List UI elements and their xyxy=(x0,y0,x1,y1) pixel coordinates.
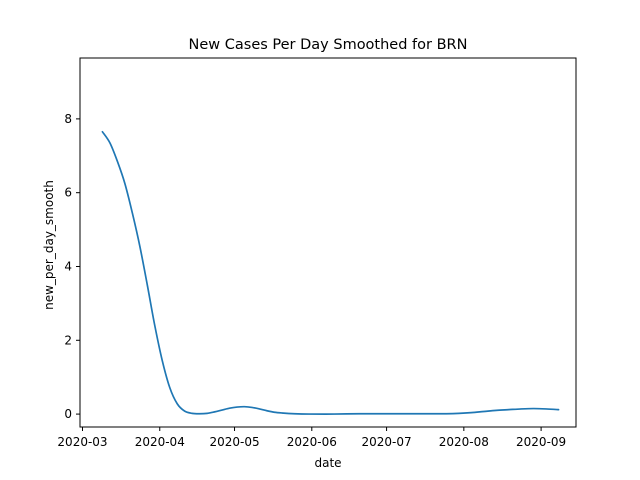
x-tick-label: 2020-04 xyxy=(135,435,185,449)
x-tick-label: 2020-03 xyxy=(57,435,107,449)
y-tick-label: 2 xyxy=(64,333,72,347)
y-tick-label: 8 xyxy=(64,112,72,126)
x-tick-label: 2020-07 xyxy=(362,435,412,449)
y-tick-label: 4 xyxy=(64,259,72,273)
x-axis-label: date xyxy=(314,456,341,470)
x-tick-label: 2020-08 xyxy=(439,435,489,449)
y-tick-label: 0 xyxy=(64,407,72,421)
y-tick-label: 6 xyxy=(64,186,72,200)
y-axis-label: new_per_day_smooth xyxy=(42,180,56,310)
x-tick-label: 2020-05 xyxy=(209,435,259,449)
x-axis: 2020-03 2020-04 2020-05 2020-06 2020-07 2020-… xyxy=(57,427,566,449)
plot-frame xyxy=(79,57,577,428)
x-tick-label: 2020-09 xyxy=(516,435,566,449)
x-tick-label: 2020-06 xyxy=(287,435,337,449)
y-axis: 0 2 4 6 8 xyxy=(64,112,80,421)
chart-title: New Cases Per Day Smoothed for BRN xyxy=(189,37,468,53)
series-line xyxy=(101,130,560,415)
